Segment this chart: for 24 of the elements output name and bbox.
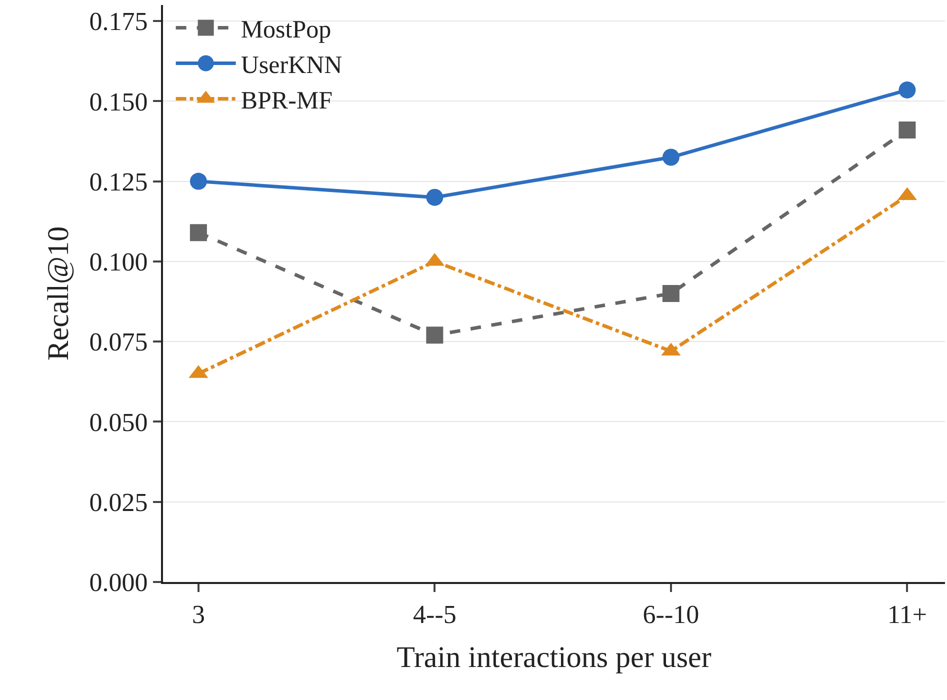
y-tick-label: 0.175 — [89, 7, 148, 36]
y-tick-label: 0.125 — [89, 167, 148, 196]
legend-label: MostPop — [240, 16, 332, 44]
x-axis-title: Train interactions per user — [396, 641, 712, 674]
point — [426, 188, 444, 206]
y-tick-label: 0.025 — [89, 488, 148, 517]
point — [190, 224, 207, 242]
point — [662, 285, 680, 302]
y-tick-label: 0.075 — [89, 328, 148, 357]
legend-label: UserKNN — [240, 52, 342, 79]
y-tick-label: 0.100 — [89, 248, 148, 277]
point — [898, 81, 916, 98]
x-tick-label: 11+ — [887, 600, 928, 630]
y-axis-title: Recall@10 — [42, 226, 75, 361]
point — [662, 148, 680, 166]
y-tick-label: 0.000 — [89, 568, 148, 598]
point — [898, 122, 916, 139]
x-tick-label: 6--10 — [642, 600, 700, 630]
legend-label: BPR-MF — [240, 88, 333, 114]
x-tick-label: 3 — [192, 600, 205, 630]
x-tick-label: 4--5 — [413, 600, 456, 630]
point — [190, 172, 207, 190]
y-tick-label: 0.150 — [89, 87, 148, 116]
y-tick-label: 0.050 — [89, 408, 148, 437]
